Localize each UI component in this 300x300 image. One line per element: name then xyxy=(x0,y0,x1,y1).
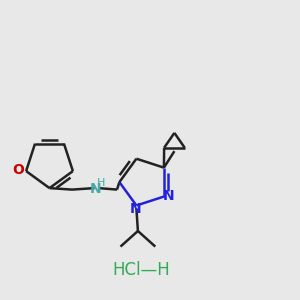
Text: N: N xyxy=(162,189,174,203)
Text: O: O xyxy=(12,163,24,177)
Text: N: N xyxy=(130,202,142,216)
Text: HCl—H: HCl—H xyxy=(112,261,170,279)
Text: H: H xyxy=(97,178,105,188)
Text: N: N xyxy=(90,182,101,196)
